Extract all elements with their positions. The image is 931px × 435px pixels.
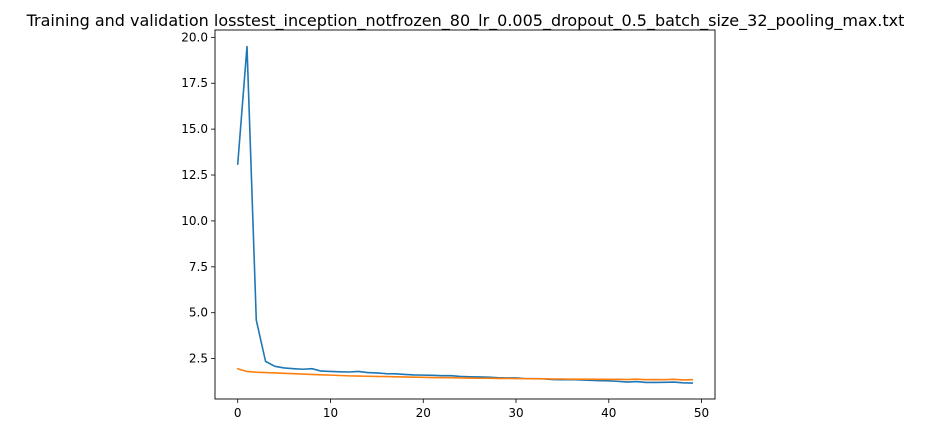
y-tick-label: 15.0 — [181, 122, 208, 136]
x-tick-label: 50 — [694, 406, 709, 420]
chart-title: Training and validation losstest_incepti… — [26, 11, 905, 31]
y-tick-label: 12.5 — [181, 168, 208, 182]
y-tick-label: 7.5 — [189, 260, 208, 274]
series-line-1 — [236, 45, 694, 384]
y-tick-label: 10.0 — [181, 214, 208, 228]
x-tick-label: 40 — [601, 406, 616, 420]
y-tick-label: 20.0 — [181, 30, 208, 44]
y-tick-label: 5.0 — [189, 306, 208, 320]
x-tick-label: 20 — [416, 406, 431, 420]
series-line-2 — [236, 367, 694, 381]
x-tick-label: 30 — [508, 406, 523, 420]
series-lines — [236, 45, 694, 384]
y-tick-label: 2.5 — [189, 352, 208, 366]
x-tick-label: 0 — [234, 406, 242, 420]
x-axis-ticks: 0 10 20 30 40 50 — [234, 399, 709, 420]
plot-frame — [214, 29, 716, 400]
x-tick-label: 10 — [323, 406, 338, 420]
y-tick-label: 17.5 — [181, 76, 208, 90]
y-axis-ticks: 2.5 5.0 7.5 10.0 12.5 15.0 17.5 20.0 — [181, 30, 215, 366]
